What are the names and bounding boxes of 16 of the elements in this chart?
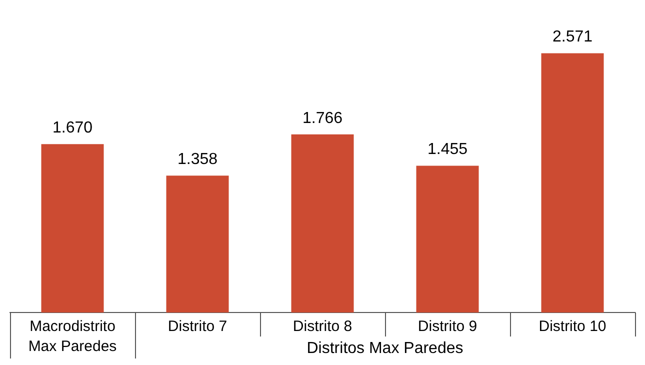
data-label: 2.571 <box>552 28 593 46</box>
bar <box>416 166 479 312</box>
x-tick-label: Distrito 10 <box>538 318 606 335</box>
x-tick-label: Macrodistrito Max Paredes <box>28 318 117 356</box>
bar <box>41 144 104 312</box>
bar <box>541 53 604 312</box>
x-tick-label: Distrito 7 <box>168 318 228 335</box>
data-label: 1.358 <box>177 150 218 168</box>
data-label: 1.670 <box>52 120 93 137</box>
data-label: 1.455 <box>427 141 468 158</box>
x-axis-title: Distritos Max Paredes <box>306 340 464 357</box>
bar <box>291 134 354 312</box>
data-label: 1.766 <box>302 110 343 127</box>
x-tick-label: Distrito 8 <box>292 318 352 335</box>
bar <box>166 176 229 312</box>
x-tick-label: Distrito 9 <box>418 318 478 335</box>
